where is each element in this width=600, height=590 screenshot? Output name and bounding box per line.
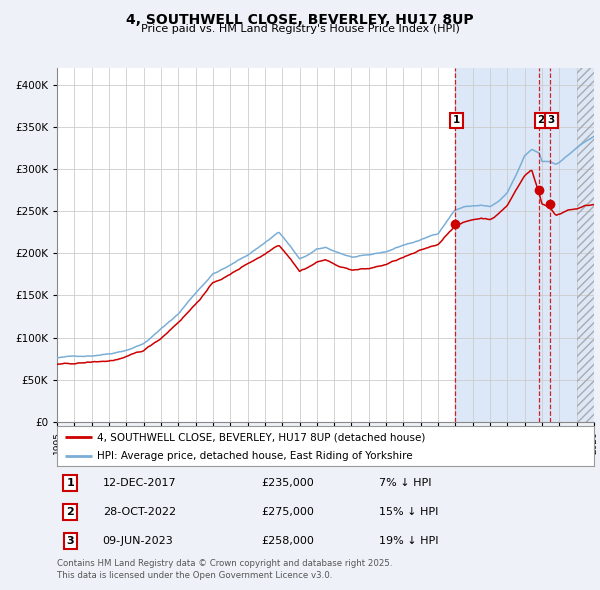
Text: 3: 3 — [67, 536, 74, 546]
Text: This data is licensed under the Open Government Licence v3.0.: This data is licensed under the Open Gov… — [57, 571, 332, 580]
Text: £258,000: £258,000 — [261, 536, 314, 546]
Text: 09-JUN-2023: 09-JUN-2023 — [103, 536, 173, 546]
Text: 3: 3 — [548, 115, 555, 125]
Bar — [577, 68, 594, 422]
Text: £235,000: £235,000 — [261, 478, 314, 488]
Text: £275,000: £275,000 — [261, 507, 314, 517]
Text: Contains HM Land Registry data © Crown copyright and database right 2025.: Contains HM Land Registry data © Crown c… — [57, 559, 392, 568]
Text: 2: 2 — [537, 115, 544, 125]
Text: 1: 1 — [67, 478, 74, 488]
Text: 15% ↓ HPI: 15% ↓ HPI — [379, 507, 439, 517]
Text: 19% ↓ HPI: 19% ↓ HPI — [379, 536, 439, 546]
Text: 4, SOUTHWELL CLOSE, BEVERLEY, HU17 8UP: 4, SOUTHWELL CLOSE, BEVERLEY, HU17 8UP — [126, 13, 474, 27]
Text: 4, SOUTHWELL CLOSE, BEVERLEY, HU17 8UP (detached house): 4, SOUTHWELL CLOSE, BEVERLEY, HU17 8UP (… — [97, 432, 425, 442]
Text: 12-DEC-2017: 12-DEC-2017 — [103, 478, 176, 488]
Text: 2: 2 — [67, 507, 74, 517]
Text: 28-OCT-2022: 28-OCT-2022 — [103, 507, 176, 517]
Text: Price paid vs. HM Land Registry's House Price Index (HPI): Price paid vs. HM Land Registry's House … — [140, 24, 460, 34]
Text: HPI: Average price, detached house, East Riding of Yorkshire: HPI: Average price, detached house, East… — [97, 451, 413, 461]
Text: 1: 1 — [452, 115, 460, 125]
Text: 7% ↓ HPI: 7% ↓ HPI — [379, 478, 432, 488]
Bar — [577, 68, 594, 422]
Bar — [455, 68, 594, 422]
